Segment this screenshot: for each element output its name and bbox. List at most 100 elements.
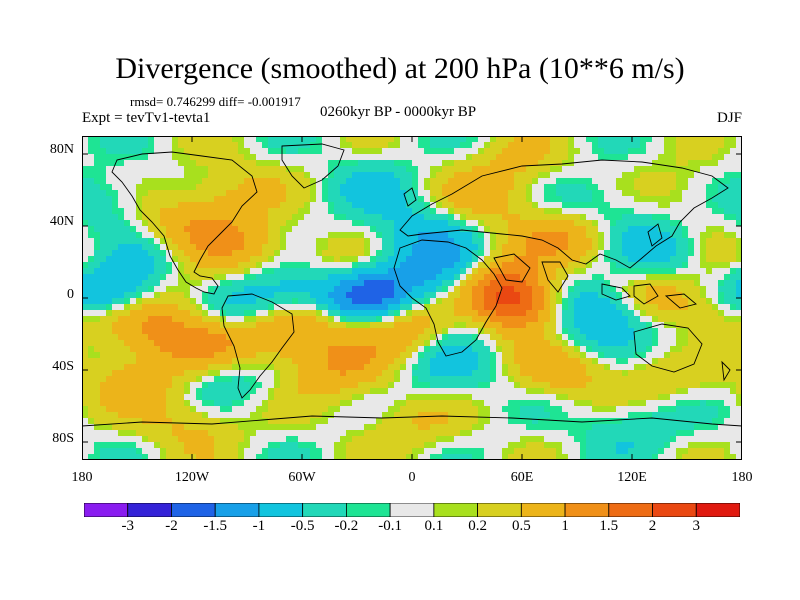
field-cell xyxy=(448,286,455,293)
field-cell xyxy=(334,370,341,377)
field-cell xyxy=(310,202,317,209)
field-cell xyxy=(556,394,563,401)
field-cell xyxy=(736,322,742,329)
field-cell xyxy=(202,334,209,341)
field-cell xyxy=(412,268,419,275)
field-cell xyxy=(514,334,521,341)
field-cell xyxy=(376,364,383,371)
field-cell xyxy=(616,178,623,185)
field-cell xyxy=(628,256,635,263)
field-cell xyxy=(508,400,515,407)
field-cell xyxy=(598,298,605,305)
field-cell xyxy=(532,160,539,167)
field-cell xyxy=(124,202,131,209)
field-cell xyxy=(142,196,149,203)
field-cell xyxy=(574,226,581,233)
field-cell xyxy=(280,256,287,263)
field-cell xyxy=(694,274,701,281)
field-cell xyxy=(676,400,683,407)
field-cell xyxy=(586,394,593,401)
field-cell xyxy=(268,406,275,413)
field-cell xyxy=(232,196,239,203)
field-cell xyxy=(724,400,731,407)
field-cell xyxy=(94,274,101,281)
field-cell xyxy=(682,148,689,155)
field-cell xyxy=(418,388,425,395)
field-cell xyxy=(112,190,119,197)
field-cell xyxy=(250,280,257,287)
field-cell xyxy=(106,292,113,299)
field-cell xyxy=(202,382,209,389)
field-cell xyxy=(178,400,185,407)
field-cell xyxy=(130,394,137,401)
field-cell xyxy=(616,142,623,149)
field-cell xyxy=(208,382,215,389)
field-cell xyxy=(412,166,419,173)
field-cell xyxy=(88,178,95,185)
field-cell xyxy=(604,382,611,389)
field-cell xyxy=(652,238,659,245)
field-cell xyxy=(640,286,647,293)
field-cell xyxy=(454,262,461,269)
field-cell xyxy=(568,262,575,269)
field-cell xyxy=(280,286,287,293)
field-cell xyxy=(82,316,89,323)
field-cell xyxy=(628,310,635,317)
field-cell xyxy=(130,340,137,347)
field-cell xyxy=(478,196,485,203)
field-cell xyxy=(274,148,281,155)
field-cell xyxy=(502,148,509,155)
field-cell xyxy=(232,370,239,377)
field-cell xyxy=(418,154,425,161)
field-cell xyxy=(82,208,89,215)
field-cell xyxy=(298,136,305,143)
field-cell xyxy=(400,280,407,287)
field-cell xyxy=(544,166,551,173)
field-cell xyxy=(730,166,737,173)
field-cell xyxy=(226,190,233,197)
field-cell xyxy=(100,382,107,389)
field-cell xyxy=(412,214,419,221)
field-cell xyxy=(460,388,467,395)
field-cell xyxy=(250,172,257,179)
field-cell xyxy=(478,190,485,197)
field-cell xyxy=(172,352,179,359)
field-cell xyxy=(184,190,191,197)
field-cell xyxy=(634,274,641,281)
field-cell xyxy=(298,286,305,293)
field-cell xyxy=(352,250,359,257)
field-cell xyxy=(568,208,575,215)
field-cell xyxy=(544,328,551,335)
field-cell xyxy=(310,388,317,395)
field-cell xyxy=(310,142,317,149)
field-cell xyxy=(664,268,671,275)
field-cell xyxy=(190,214,197,221)
field-cell xyxy=(580,220,587,227)
field-cell xyxy=(604,142,611,149)
field-cell xyxy=(244,166,251,173)
field-cell xyxy=(538,280,545,287)
field-cell xyxy=(292,154,299,161)
field-cell xyxy=(148,154,155,161)
field-cell xyxy=(562,154,569,161)
field-cell xyxy=(418,316,425,323)
field-cell xyxy=(628,166,635,173)
field-cell xyxy=(364,226,371,233)
field-cell xyxy=(526,364,533,371)
field-cell xyxy=(394,298,401,305)
field-cell xyxy=(352,388,359,395)
field-cell xyxy=(688,190,695,197)
field-cell xyxy=(244,136,251,143)
field-cell xyxy=(214,268,221,275)
field-cell xyxy=(502,328,509,335)
field-cell xyxy=(622,358,629,365)
field-cell xyxy=(502,220,509,227)
field-cell xyxy=(454,136,461,143)
field-cell xyxy=(340,154,347,161)
field-cell xyxy=(262,196,269,203)
field-cell xyxy=(382,388,389,395)
field-cell xyxy=(568,154,575,161)
field-cell xyxy=(736,238,742,245)
field-cell xyxy=(94,154,101,161)
field-cell xyxy=(178,322,185,329)
